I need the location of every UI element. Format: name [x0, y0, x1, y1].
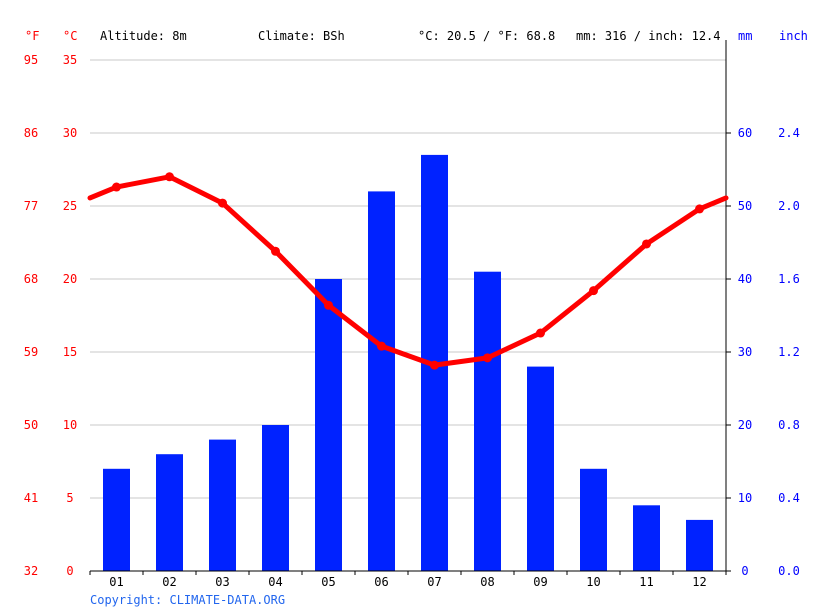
celsius-tick-label: 15 — [63, 345, 77, 359]
month-tick-label: 05 — [321, 575, 335, 589]
mm-tick-label: 0 — [741, 564, 748, 578]
precipitation-bar — [209, 439, 236, 571]
mm-tick-label: 10 — [738, 491, 752, 505]
mm-unit-label: mm — [738, 29, 752, 43]
inch-tick-label: 0.0 — [778, 564, 800, 578]
temperature-point — [430, 360, 439, 370]
inch-tick-label: 0.8 — [778, 418, 800, 432]
right-axis-ticks: 0 0.0 10 0.4 20 0.8 30 1.2 40 1.6 50 2.0 60 2.4 — [726, 126, 800, 578]
average-temperature-label: °C: 20.5 / °F: 68.8 — [418, 29, 555, 43]
precipitation-bar — [686, 519, 713, 571]
precipitation-bar — [315, 279, 342, 571]
precipitation-bar — [633, 505, 660, 571]
precipitation-bar — [474, 271, 501, 571]
month-tick-label: 06 — [374, 575, 388, 589]
month-tick-label: 02 — [162, 575, 176, 589]
inch-tick-label: 2.0 — [778, 199, 800, 213]
mm-tick-label: 30 — [738, 345, 752, 359]
temperature-point — [165, 172, 174, 182]
left-axis-ticks: 0 32 5 41 10 50 15 59 20 68 25 77 30 86 35 95 — [24, 53, 77, 578]
month-tick-label: 12 — [692, 575, 706, 589]
month-tick-label: 03 — [215, 575, 229, 589]
inch-tick-label: 1.2 — [778, 345, 800, 359]
precipitation-bar — [527, 366, 554, 571]
precipitation-bar — [156, 454, 183, 571]
month-tick-label: 04 — [268, 575, 282, 589]
temperature-point — [536, 328, 545, 338]
month-tick-label: 08 — [480, 575, 494, 589]
precipitation-bars — [103, 154, 713, 571]
temperature-point — [483, 353, 492, 363]
celsius-tick-label: 0 — [66, 564, 73, 578]
precipitation-total-label: mm: 316 / inch: 12.4 — [576, 29, 721, 43]
precipitation-bar — [103, 468, 130, 571]
temperature-point — [695, 204, 704, 214]
fahrenheit-tick-label: 50 — [24, 418, 38, 432]
inch-tick-label: 1.6 — [778, 272, 800, 286]
climate-label: Climate: BSh — [258, 29, 345, 43]
celsius-tick-label: 20 — [63, 272, 77, 286]
celsius-tick-label: 25 — [63, 199, 77, 213]
mm-tick-label: 40 — [738, 272, 752, 286]
month-tick-label: 11 — [639, 575, 653, 589]
fahrenheit-tick-label: 59 — [24, 345, 38, 359]
temperature-point — [218, 198, 227, 208]
altitude-label: Altitude: 8m — [100, 29, 187, 43]
inch-tick-label: 2.4 — [778, 126, 800, 140]
month-tick-label: 01 — [109, 575, 123, 589]
month-tick-label: 09 — [533, 575, 547, 589]
mm-tick-label: 50 — [738, 199, 752, 213]
month-tick-label: 07 — [427, 575, 441, 589]
celsius-tick-label: 35 — [63, 53, 77, 67]
inch-unit-label: inch — [779, 29, 808, 43]
precipitation-bar — [580, 468, 607, 571]
fahrenheit-tick-label: 95 — [24, 53, 38, 67]
temperature-point — [377, 341, 386, 351]
celsius-unit-label: °C — [63, 29, 77, 43]
copyright-label: Copyright: CLIMATE-DATA.ORG — [90, 593, 285, 607]
temperature-line — [87, 172, 729, 370]
fahrenheit-unit-label: °F — [25, 29, 39, 43]
fahrenheit-tick-label: 77 — [24, 199, 38, 213]
fahrenheit-tick-label: 32 — [24, 564, 38, 578]
temperature-point — [112, 182, 121, 192]
x-axis: 01 02 03 04 05 06 07 08 09 10 11 12 — [89, 40, 727, 589]
inch-tick-label: 0.4 — [778, 491, 800, 505]
precipitation-bar — [368, 191, 395, 571]
fahrenheit-tick-label: 68 — [24, 272, 38, 286]
grid-lines — [90, 59, 726, 499]
fahrenheit-tick-label: 86 — [24, 126, 38, 140]
month-tick-label: 10 — [586, 575, 600, 589]
temperature-point — [642, 239, 651, 249]
temperature-polyline — [87, 174, 729, 368]
celsius-tick-label: 30 — [63, 126, 77, 140]
celsius-tick-label: 10 — [63, 418, 77, 432]
celsius-tick-label: 5 — [66, 491, 73, 505]
temperature-point — [271, 246, 280, 256]
mm-tick-label: 60 — [738, 126, 752, 140]
temperature-point — [324, 300, 333, 310]
fahrenheit-tick-label: 41 — [24, 491, 38, 505]
mm-tick-label: 20 — [738, 418, 752, 432]
precipitation-bar — [262, 425, 289, 571]
temperature-point — [589, 286, 598, 296]
